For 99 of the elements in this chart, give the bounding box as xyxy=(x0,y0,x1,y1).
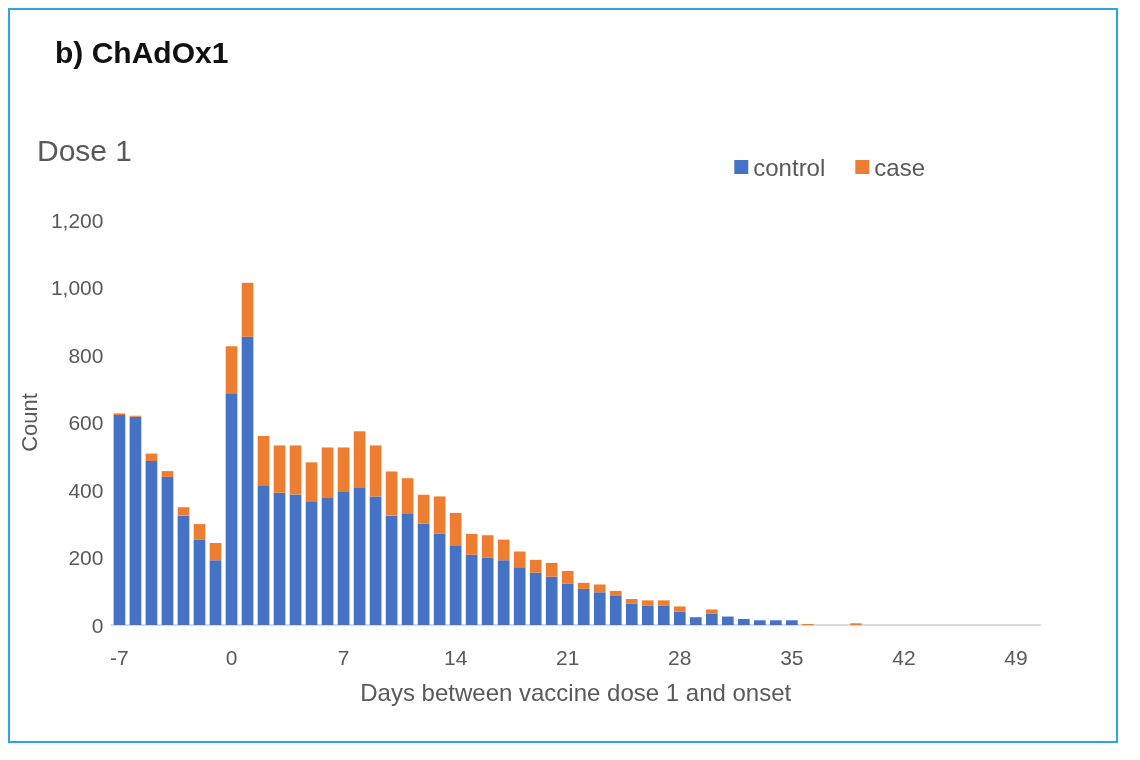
bar xyxy=(401,513,414,625)
bar xyxy=(561,571,574,584)
bar xyxy=(689,617,702,625)
bar xyxy=(449,545,462,625)
bar xyxy=(385,515,398,625)
chart-title: b) ChAdOx1 xyxy=(55,35,229,69)
x-tick-label: 28 xyxy=(668,646,692,669)
bar xyxy=(193,539,206,625)
bar xyxy=(273,445,286,493)
bar xyxy=(641,605,654,625)
y-tick-label: 1,200 xyxy=(50,208,104,232)
bar xyxy=(209,542,222,561)
bar xyxy=(721,616,734,625)
legend-label: control xyxy=(753,153,826,181)
bar xyxy=(545,576,558,625)
bar xyxy=(465,554,478,625)
x-tick-label: 7 xyxy=(337,646,350,669)
bar xyxy=(145,460,158,625)
bar xyxy=(321,498,334,625)
bar xyxy=(337,491,350,625)
bar xyxy=(593,592,606,625)
bar xyxy=(609,595,622,625)
bar xyxy=(209,560,222,625)
bar xyxy=(161,476,174,625)
bar xyxy=(481,535,494,558)
x-tick-label: 14 xyxy=(443,646,468,669)
legend-label: case xyxy=(874,153,926,181)
bar xyxy=(177,515,190,625)
bar xyxy=(641,600,654,606)
bar xyxy=(673,611,686,625)
bar xyxy=(257,485,270,625)
bar xyxy=(513,551,526,568)
bar xyxy=(113,415,126,625)
bar xyxy=(770,620,782,625)
bar xyxy=(129,416,142,625)
bar xyxy=(417,523,430,625)
bar xyxy=(465,533,478,555)
bar xyxy=(257,436,270,486)
y-tick-label: 800 xyxy=(68,343,104,367)
bar xyxy=(433,533,446,625)
bar xyxy=(657,600,670,606)
y-tick-label: 400 xyxy=(68,478,104,502)
bar xyxy=(545,562,558,577)
y-tick-label: 1,000 xyxy=(50,276,104,299)
bar xyxy=(737,618,750,625)
x-tick-label: 42 xyxy=(892,646,916,669)
bar xyxy=(369,445,382,497)
x-tick-label: 0 xyxy=(225,646,238,669)
y-axis-title: Count xyxy=(16,393,42,452)
bar xyxy=(497,560,510,625)
bar xyxy=(593,584,606,593)
bar xyxy=(353,487,366,625)
bar xyxy=(449,512,462,546)
bar xyxy=(225,393,238,625)
bar xyxy=(305,462,318,502)
bar xyxy=(513,567,526,625)
bar xyxy=(273,492,286,625)
x-tick-label: 35 xyxy=(780,646,804,669)
bar xyxy=(481,557,494,625)
bar xyxy=(673,606,686,612)
bar xyxy=(417,494,430,524)
bar xyxy=(657,605,670,625)
x-tick-label: 21 xyxy=(556,646,580,669)
bar xyxy=(577,582,590,589)
bar xyxy=(529,559,542,573)
bar xyxy=(241,282,254,337)
bar xyxy=(625,603,638,625)
bar xyxy=(385,471,398,516)
bar xyxy=(177,507,190,516)
bar xyxy=(401,478,414,514)
bar xyxy=(193,524,206,540)
bar xyxy=(497,539,510,561)
bar xyxy=(305,501,318,625)
bar xyxy=(241,336,254,625)
x-tick-label: 49 xyxy=(1004,646,1028,669)
bar xyxy=(561,583,574,625)
bar xyxy=(353,431,366,488)
bar xyxy=(337,447,350,492)
bar xyxy=(609,590,622,596)
bar xyxy=(369,496,382,625)
bar xyxy=(225,346,238,394)
chart-subtitle: Dose 1 xyxy=(37,133,133,167)
bar xyxy=(529,572,542,625)
bar xyxy=(289,445,302,495)
bar xyxy=(625,599,638,604)
y-tick-label: 600 xyxy=(68,411,104,434)
bar xyxy=(321,447,334,499)
y-tick-label: 200 xyxy=(68,546,104,569)
bar xyxy=(705,613,718,625)
x-tick-label: -7 xyxy=(110,646,129,669)
bar xyxy=(705,609,718,614)
bar xyxy=(754,620,766,625)
bar xyxy=(433,496,446,534)
x-axis-title: Days between vaccine dose 1 and onset xyxy=(360,678,792,706)
bar xyxy=(289,494,302,625)
bar xyxy=(161,471,174,477)
bar xyxy=(577,588,590,625)
y-tick-label: 0 xyxy=(91,613,104,637)
bar xyxy=(786,620,798,625)
